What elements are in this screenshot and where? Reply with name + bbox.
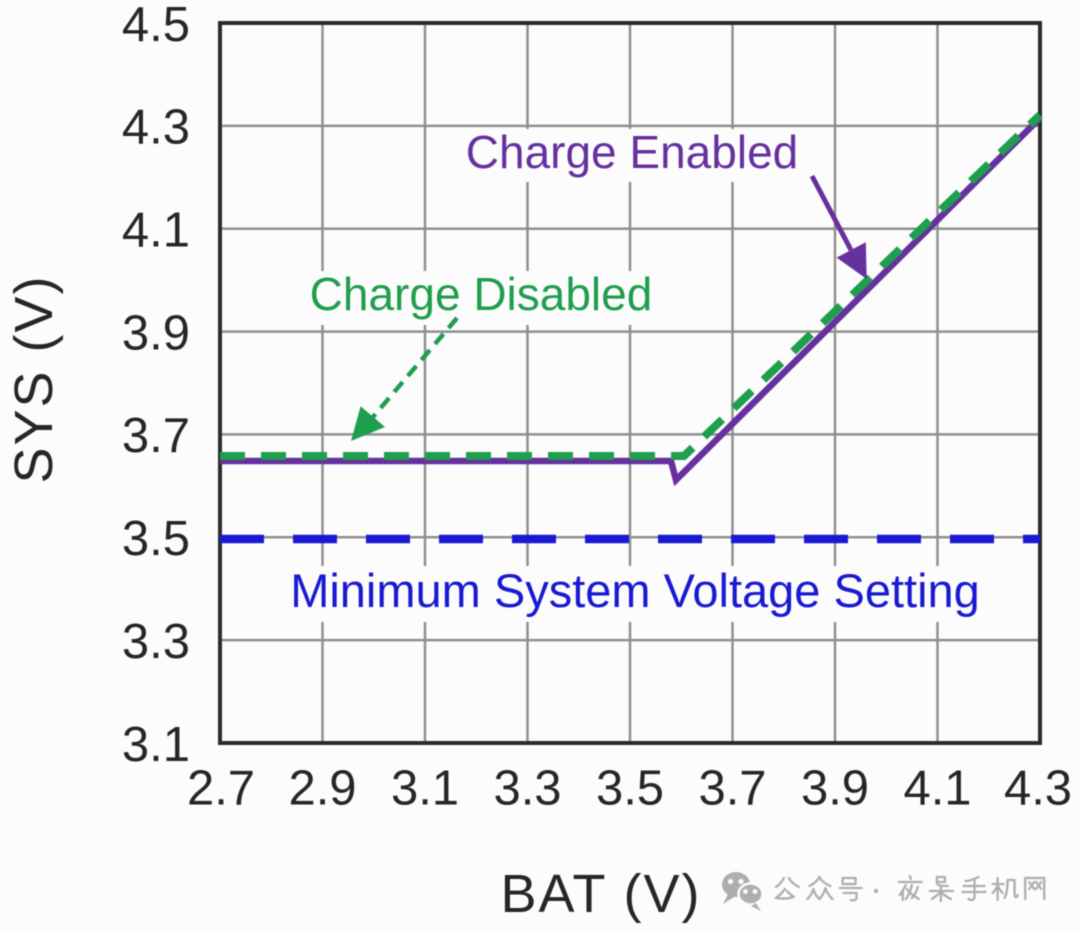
svg-text:Minimum System Voltage Setting: Minimum System Voltage Setting: [290, 564, 980, 617]
svg-text:4.3: 4.3: [122, 101, 190, 155]
svg-text:4.3: 4.3: [1004, 762, 1072, 816]
svg-text:3.5: 3.5: [596, 762, 664, 816]
svg-text:4.1: 4.1: [903, 762, 971, 816]
svg-text:3.9: 3.9: [122, 306, 190, 360]
svg-text:3.5: 3.5: [122, 512, 190, 566]
svg-text:2.9: 2.9: [288, 762, 356, 816]
svg-text:3.1: 3.1: [122, 718, 190, 772]
svg-text:Charge Enabled: Charge Enabled: [466, 126, 798, 178]
svg-text:2.7: 2.7: [187, 762, 255, 816]
svg-text:Charge Disabled: Charge Disabled: [310, 268, 653, 320]
svg-text:SYS (V): SYS (V): [4, 274, 64, 483]
svg-text:3.7: 3.7: [122, 409, 190, 463]
svg-text:BAT (V): BAT (V): [500, 864, 701, 924]
svg-text:4.1: 4.1: [122, 204, 190, 258]
svg-text:3.7: 3.7: [698, 762, 766, 816]
svg-text:4.5: 4.5: [122, 0, 190, 52]
svg-text:3.3: 3.3: [493, 762, 561, 816]
svg-text:3.9: 3.9: [801, 762, 869, 816]
svg-text:3.1: 3.1: [391, 762, 459, 816]
svg-text:3.3: 3.3: [122, 615, 190, 669]
